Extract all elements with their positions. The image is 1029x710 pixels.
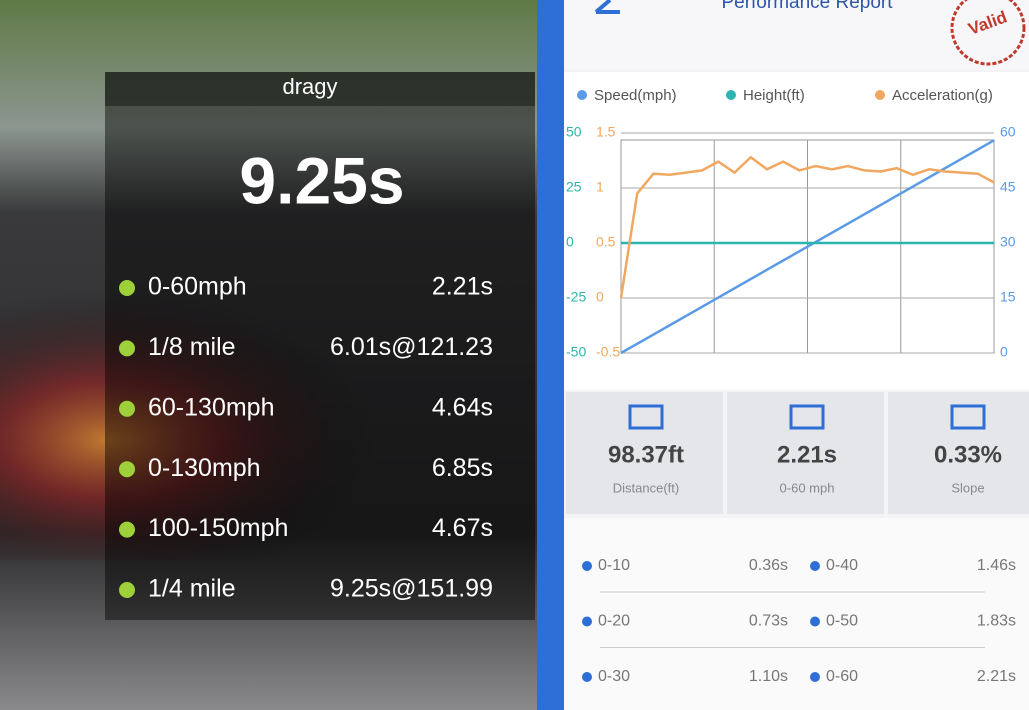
overlay-header [105, 72, 535, 106]
bullet [119, 582, 135, 598]
stat-value: 98.37ft [608, 441, 684, 468]
row-value: 4.64s [432, 393, 493, 421]
split-label: 0-20 [598, 613, 630, 630]
total-time: 9.25s [239, 143, 404, 217]
stat-card [566, 392, 723, 514]
bullet [119, 461, 135, 478]
valid-stamp [950, 0, 1026, 66]
stats: 98.37ft Distance(ft) 2.21s 0-60 mph 0.33% Slo… [566, 392, 1029, 514]
tick-label: -0.5 [596, 344, 620, 360]
app-title: Performance Report [721, 0, 893, 13]
legend-label: Speed(mph) [594, 87, 677, 104]
series-line [620, 139, 995, 355]
splits: 0-10 0.36s 0-20 0.73s 0-30 1.10s 0-40 1.46s 0-50… [582, 557, 1016, 685]
back-arrow[interactable] [594, 0, 620, 14]
legend-label: Height(ft) [743, 87, 805, 104]
tick-label: 15 [1000, 289, 1016, 305]
tick-label: 0 [1000, 344, 1008, 360]
bullet [119, 280, 135, 296]
tick-label: -50 [566, 344, 586, 360]
split-value: 0.73s [749, 613, 788, 630]
row-value: 4.67s [432, 514, 493, 542]
split-dot [810, 616, 820, 627]
bullet [119, 340, 135, 357]
tick-label: 1 [596, 179, 604, 195]
row-label: 60-130mph [148, 393, 274, 421]
split-value: 1.46s [977, 557, 1016, 574]
row-label: 0-130mph [148, 454, 261, 482]
split-label: 0-50 [826, 613, 858, 630]
tick-label: 0 [596, 289, 604, 305]
row-label: 1/4 mile [148, 575, 236, 603]
side-bar [537, 0, 564, 710]
stat-icon [628, 404, 664, 430]
stat-label: Distance(ft) [613, 480, 679, 495]
split-label: 0-40 [826, 557, 858, 574]
split-value: 1.10s [749, 668, 788, 685]
tick-label: -25 [566, 289, 586, 305]
split-value: 0.36s [749, 557, 788, 574]
tick-label: 30 [1000, 234, 1016, 250]
legend-label: Acceleration(g) [892, 87, 993, 104]
split-value: 2.21s [977, 668, 1016, 685]
tick-label: 45 [1000, 179, 1016, 195]
tick-label: 25 [566, 179, 582, 195]
split-label: 0-10 [598, 557, 630, 574]
row-value: 6.85s [432, 454, 493, 482]
tick-label: 50 [566, 124, 582, 140]
legend-dot [726, 90, 736, 100]
split-dot [810, 672, 820, 682]
tick-label: 1.5 [596, 124, 616, 140]
row-value: 9.25s@151.99 [330, 575, 493, 603]
chart-card [564, 72, 1029, 390]
legend-dot [577, 90, 587, 100]
brand: dragy [282, 74, 337, 99]
split-dot [582, 561, 592, 571]
bullet [119, 400, 135, 417]
bullet [119, 521, 135, 538]
tick-label: 0.5 [596, 234, 616, 250]
chart: Speed(mph) Height(ft) Acceleration(g) 50 25 0… [566, 87, 1016, 360]
dashboard-glow [0, 260, 537, 560]
stat-icon [789, 404, 825, 430]
stat-card [888, 392, 1029, 514]
stat-label: 0-60 mph [780, 480, 835, 495]
legend-dot [875, 90, 885, 100]
series-line [619, 155, 995, 299]
row-label: 1/8 mile [148, 333, 236, 361]
tick-label: 0 [566, 234, 574, 250]
stat-card [727, 392, 884, 514]
row-value: 2.21s [432, 273, 493, 301]
row-label: 100-150mph [148, 514, 288, 542]
row-label: 0-60mph [148, 273, 247, 301]
overlay-panel [105, 72, 535, 620]
split-dot [582, 616, 592, 627]
split-label: 0-60 [826, 668, 858, 685]
stat-icon [950, 404, 986, 430]
app-header [564, 0, 1029, 70]
stat-value: 0.33% [934, 441, 1002, 468]
split-value: 1.83s [977, 613, 1016, 630]
stat-label: Slope [951, 480, 984, 495]
split-dot [582, 672, 592, 682]
splits-card [564, 518, 1029, 710]
result-rows: 0-60mph 2.21s 1/8 mile 6.01s@121.23 60-130mp… [119, 273, 493, 603]
split-label: 0-30 [598, 668, 630, 685]
tick-label: 60 [1000, 124, 1016, 140]
stat-value: 2.21s [777, 441, 837, 468]
row-value: 6.01s@121.23 [330, 333, 493, 361]
split-dot [810, 561, 820, 571]
